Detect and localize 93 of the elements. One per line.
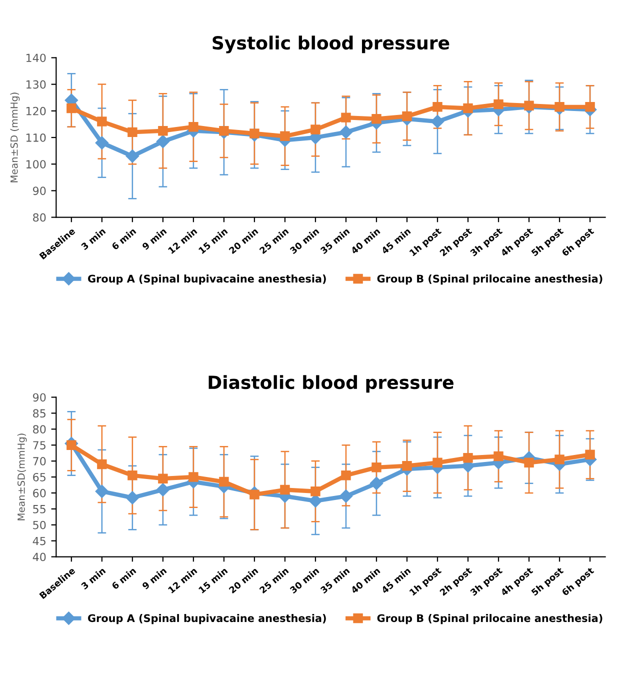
point (126, 150, 140, 163)
point (463, 103, 473, 114)
x-tick-label: 12 min (168, 566, 198, 594)
point (310, 486, 320, 496)
point (494, 451, 504, 462)
point (585, 450, 595, 460)
y-tick-label: 90 (33, 393, 46, 402)
point (188, 122, 198, 132)
y-tick-label: 40 (32, 552, 46, 562)
y-tick-label: 85 (33, 409, 46, 418)
x-tick-label: 3 min (80, 566, 106, 590)
x-tick-label: 25 min (258, 566, 289, 594)
point (402, 111, 412, 122)
x-tick-label: 45 min (380, 566, 411, 594)
x-tick-label: 15 min (198, 227, 228, 254)
y-axis-title: Mean±SD (mmHg) (10, 92, 20, 182)
point (158, 126, 168, 136)
point (280, 131, 290, 142)
point (339, 490, 353, 503)
point (372, 114, 382, 124)
legend-label: Group A (Spinal bupivacaine anesthesia) (88, 614, 326, 624)
point (524, 100, 534, 110)
point (494, 99, 504, 110)
point (97, 116, 107, 126)
y-tick-label: 45 (32, 536, 46, 546)
point (219, 476, 229, 487)
point (585, 102, 595, 112)
point (524, 458, 534, 468)
chart-title: Diastolic blood pressure (208, 375, 454, 393)
x-tick-label: 40 min (350, 566, 380, 594)
x-tick-label: 45 min (380, 227, 411, 254)
y-tick-label: 60 (33, 488, 46, 498)
point (554, 102, 564, 112)
x-tick-label: 9 min (142, 227, 167, 250)
point (158, 474, 168, 484)
point (432, 458, 442, 468)
y-tick-label: 120 (26, 106, 46, 116)
point (219, 126, 229, 136)
y-tick-label: 65 (33, 472, 46, 482)
point (432, 102, 442, 112)
x-tick-label: 35 min (320, 566, 350, 594)
point (250, 128, 260, 138)
point (372, 462, 382, 472)
y-tick-label: 140 (26, 54, 46, 62)
legend-label: Group B (Spinal prilocaine anesthesia) (377, 614, 602, 624)
x-tick-label: 15 min (198, 566, 228, 594)
chart-title: Systolic blood pressure (212, 36, 450, 54)
point (156, 134, 170, 148)
point (188, 472, 198, 482)
x-tick-label: 25 min (258, 227, 289, 254)
point (126, 491, 140, 504)
point (402, 460, 412, 471)
y-tick-label: 90 (33, 186, 46, 196)
point (554, 454, 564, 464)
point (97, 459, 107, 470)
point (339, 126, 353, 139)
y-tick-label: 55 (33, 505, 46, 514)
point (95, 136, 109, 150)
x-tick-label: 6 min (111, 566, 136, 590)
x-tick-label: 9 min (142, 566, 167, 590)
point (156, 483, 170, 496)
y-tick-label: 70 (33, 457, 46, 466)
point (463, 452, 473, 463)
x-tick-label: 40 min (350, 227, 380, 254)
point (128, 470, 138, 480)
y-tick-label: 80 (33, 425, 46, 434)
x-tick-label: 6 min (111, 227, 136, 250)
y-tick-label: 80 (33, 213, 46, 222)
x-tick-label: 30 min (289, 566, 320, 594)
x-tick-label: 3 min (80, 227, 106, 250)
point (341, 470, 351, 480)
point (95, 484, 109, 498)
point (308, 494, 322, 508)
y-tick-label: 130 (26, 80, 46, 89)
point (430, 114, 444, 128)
y-tick-label: 110 (26, 133, 46, 142)
y-tick-label: 50 (33, 520, 46, 530)
x-tick-label: 20 min (228, 566, 258, 594)
y-axis-title: Mean±SD(mmHg) (17, 434, 27, 520)
x-tick-label: 20 min (228, 227, 258, 254)
point (310, 124, 320, 134)
point (341, 112, 351, 122)
point (370, 476, 384, 490)
point (280, 484, 290, 495)
x-tick-label: 30 min (289, 227, 320, 254)
legend-label: Group B (Spinal prilocaine anesthesia) (377, 274, 602, 285)
point (128, 127, 138, 138)
point (66, 103, 76, 114)
legend-label: Group A (Spinal bupivacaine anesthesia) (88, 274, 326, 285)
x-tick-label: 12 min (168, 227, 198, 254)
y-tick-label: 75 (33, 441, 46, 450)
y-tick-label: 100 (26, 160, 46, 168)
x-tick-label: 35 min (320, 227, 350, 254)
